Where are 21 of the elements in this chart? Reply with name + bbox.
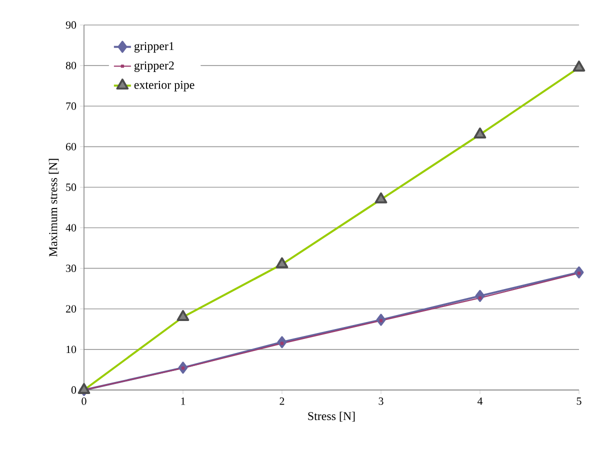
legend-label: exterior pipe bbox=[134, 80, 194, 92]
y-tick-label: 10 bbox=[66, 346, 76, 354]
y-tick-label: 50 bbox=[66, 184, 76, 191]
y-tick-label: 90 bbox=[66, 21, 76, 29]
y-tick-label: 60 bbox=[66, 142, 76, 150]
y-tick-label: 70 bbox=[66, 102, 76, 110]
y-tick-label: 40 bbox=[66, 224, 76, 232]
x-tick-label: 0 bbox=[82, 398, 86, 405]
x-tick-label: 5 bbox=[576, 398, 582, 405]
x-tick-label: 2 bbox=[280, 398, 284, 405]
x-tick-label: 1 bbox=[181, 398, 186, 405]
x-tick-label: 3 bbox=[378, 398, 384, 405]
y-tick-label: 20 bbox=[66, 305, 76, 313]
legend-label: gripper1 bbox=[134, 42, 174, 53]
y-tick-label: 80 bbox=[66, 62, 76, 70]
y-axis-title: Maximum stress [N] bbox=[48, 158, 59, 257]
x-axis-title: Stress [N] bbox=[308, 412, 355, 422]
x-tick-label: 4 bbox=[477, 398, 483, 405]
y-tick-label: 30 bbox=[66, 264, 76, 272]
y-tick-label: 0 bbox=[71, 386, 76, 394]
legend-label: gripper2 bbox=[134, 61, 174, 72]
